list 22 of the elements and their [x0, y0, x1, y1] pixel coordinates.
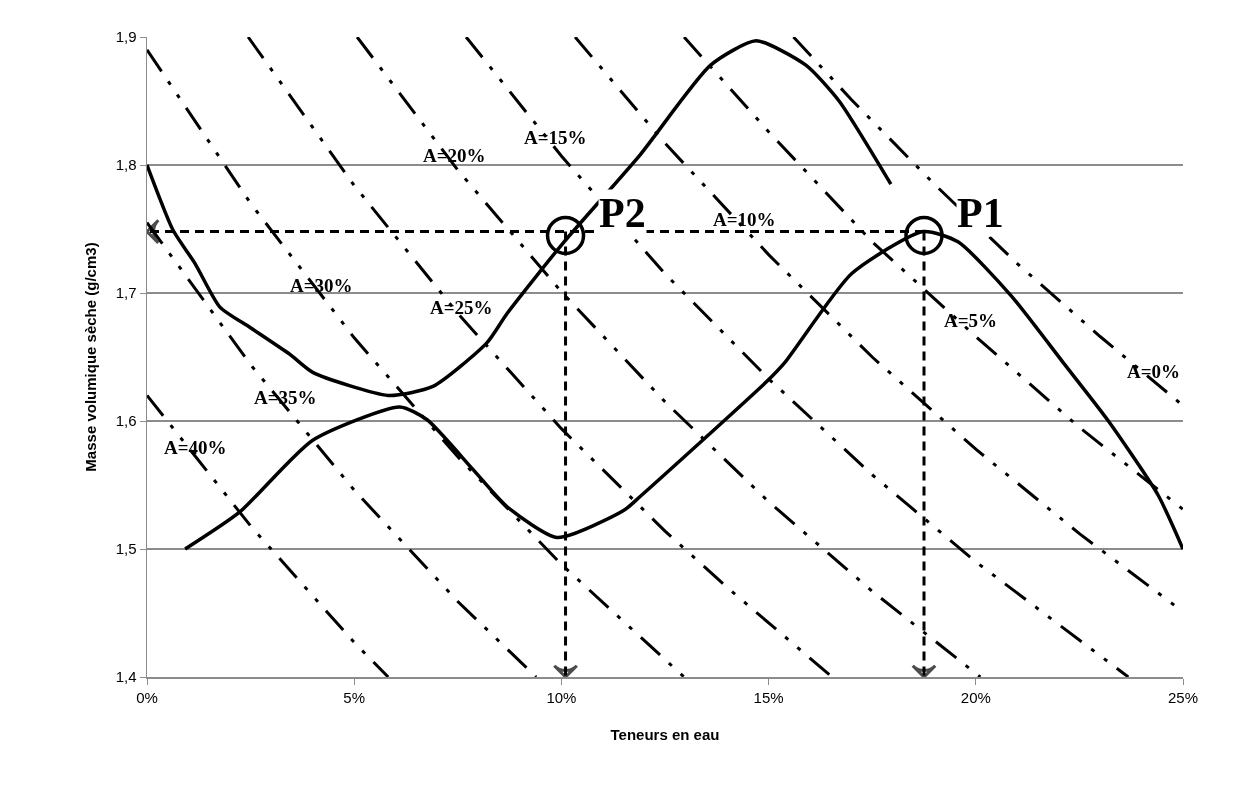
annotation: P1: [957, 190, 1004, 236]
x-tick-label: 10%: [546, 688, 577, 706]
x-axis-title: Teneurs en eau: [610, 726, 720, 744]
x-tick-label: 20%: [960, 688, 991, 706]
annotation: A=5%: [944, 310, 998, 331]
annotation: A=10%: [713, 209, 776, 230]
annotation: A=15%: [524, 127, 587, 148]
annotation: P2: [599, 190, 646, 236]
x-tick-label: 5%: [343, 688, 366, 706]
y-tick-label: 1,7: [115, 284, 137, 302]
annotation: A=25%: [430, 297, 493, 318]
y-tick-label: 1,4: [115, 668, 137, 686]
y-tick-label: 1,9: [115, 28, 137, 46]
x-tick-label: 15%: [753, 688, 784, 706]
y-tick-label: 1,8: [115, 156, 137, 174]
y-axis-title: Masse volumique sèche (g/cm3): [82, 242, 100, 472]
y-tick-label: 1,6: [115, 412, 137, 430]
y-tick-label: 1,5: [115, 540, 137, 558]
annotation: A=40%: [164, 437, 227, 458]
x-tick-label: 0%: [136, 688, 158, 706]
annotation: A=0%: [1127, 361, 1181, 382]
x-tick-label: 25%: [1167, 688, 1199, 706]
